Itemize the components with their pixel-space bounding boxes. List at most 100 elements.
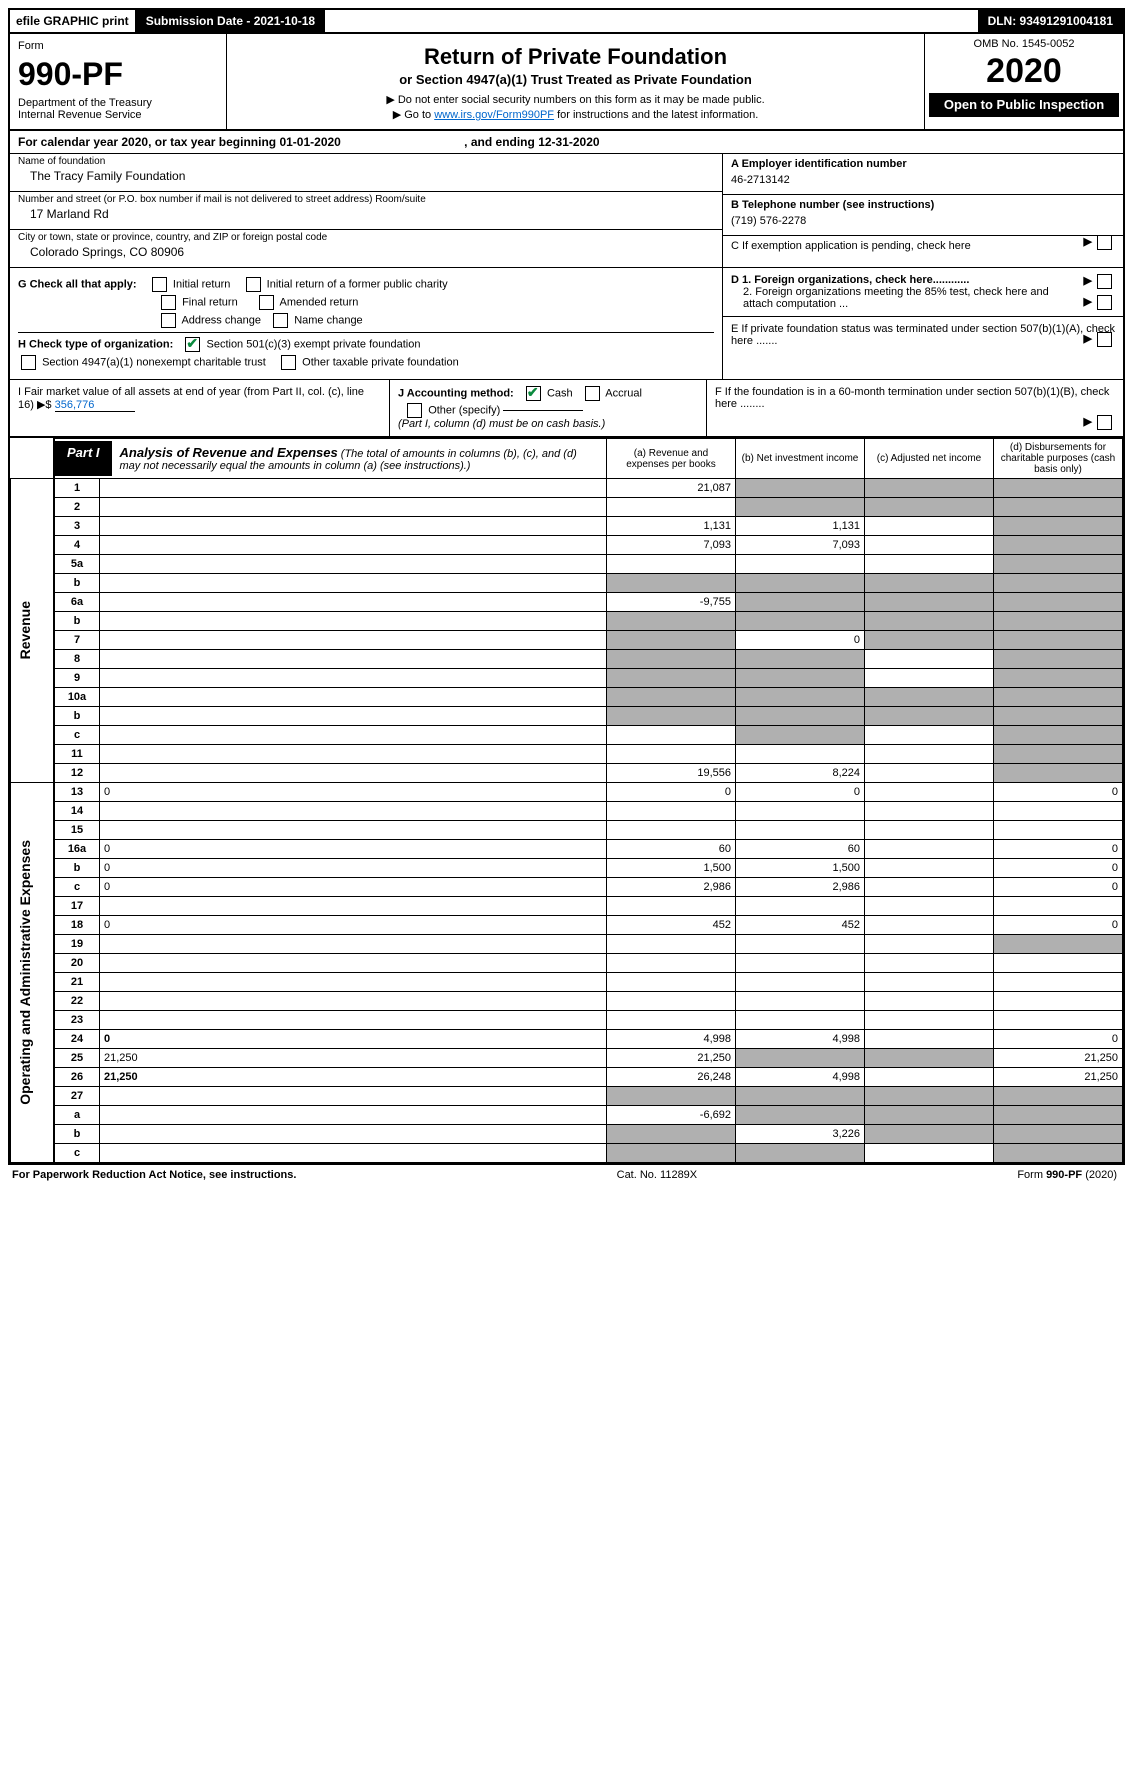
cell-d (994, 821, 1123, 840)
cell-d (994, 897, 1123, 916)
cell-a (607, 992, 736, 1011)
row-description (100, 1125, 607, 1144)
table-row: 8 (11, 650, 1123, 669)
501c3-checkbox[interactable] (185, 337, 200, 352)
accrual-checkbox[interactable] (585, 386, 600, 401)
row-number: 10a (54, 688, 100, 707)
row-number: 7 (54, 631, 100, 650)
cell-a: 21,250 (607, 1049, 736, 1068)
cell-b (736, 574, 865, 593)
cell-a: 4,998 (607, 1030, 736, 1049)
cell-c (865, 726, 994, 745)
open-public-badge: Open to Public Inspection (929, 93, 1119, 117)
cell-a: 60 (607, 840, 736, 859)
fmv-value: 356,776 (55, 399, 135, 412)
row-number: a (54, 1106, 100, 1125)
table-row: b (11, 612, 1123, 631)
cell-a (607, 650, 736, 669)
row-description (100, 612, 607, 631)
row-description (100, 973, 607, 992)
cell-c (865, 840, 994, 859)
check-right: D 1. Foreign organizations, check here..… (723, 268, 1123, 379)
ein-block: A Employer identification number 46-2713… (723, 154, 1123, 195)
phone-block: B Telephone number (see instructions) (7… (723, 195, 1123, 236)
cell-d (994, 745, 1123, 764)
cell-d (994, 669, 1123, 688)
cell-c (865, 1049, 994, 1068)
cell-c (865, 517, 994, 536)
row-number: 23 (54, 1011, 100, 1030)
table-row: Operating and Administrative Expenses130… (11, 783, 1123, 802)
cell-b (736, 555, 865, 574)
row-description (100, 631, 607, 650)
cell-a (607, 707, 736, 726)
cell-a (607, 669, 736, 688)
bottom-meta: I Fair market value of all assets at end… (10, 380, 1123, 438)
row-description (100, 707, 607, 726)
form-title: Return of Private Foundation (235, 44, 916, 70)
cell-b (736, 802, 865, 821)
part-label: Part I (55, 441, 112, 476)
table-row: 2 (11, 498, 1123, 517)
row-number: b (54, 1125, 100, 1144)
city-block: City or town, state or province, country… (10, 230, 722, 267)
cell-d (994, 992, 1123, 1011)
cell-a (607, 688, 736, 707)
cell-d (994, 593, 1123, 612)
row-description (100, 764, 607, 783)
table-row: b (11, 574, 1123, 593)
row-number: 1 (54, 479, 100, 498)
cell-b: 4,998 (736, 1068, 865, 1087)
row-number: 2 (54, 498, 100, 517)
cell-c (865, 897, 994, 916)
cell-a (607, 1087, 736, 1106)
row-number: 9 (54, 669, 100, 688)
cell-c (865, 954, 994, 973)
foreign-85-checkbox[interactable] (1097, 295, 1112, 310)
amended-return-checkbox[interactable] (259, 295, 274, 310)
cell-a: 452 (607, 916, 736, 935)
row-description: 21,250 (100, 1049, 607, 1068)
cell-b: 0 (736, 783, 865, 802)
row-description (100, 593, 607, 612)
table-row: c (11, 726, 1123, 745)
table-row: 1804524520 (11, 916, 1123, 935)
cell-c (865, 593, 994, 612)
cell-b (736, 821, 865, 840)
row-number: 6a (54, 593, 100, 612)
terminated-checkbox[interactable] (1097, 332, 1112, 347)
other-taxable-checkbox[interactable] (281, 355, 296, 370)
row-description (100, 935, 607, 954)
cell-b (736, 1087, 865, 1106)
cell-d (994, 479, 1123, 498)
initial-return-checkbox[interactable] (152, 277, 167, 292)
4947-checkbox[interactable] (21, 355, 36, 370)
final-return-checkbox[interactable] (161, 295, 176, 310)
row-description: 0 (100, 878, 607, 897)
60month-checkbox[interactable] (1097, 415, 1112, 430)
name-change-checkbox[interactable] (273, 313, 288, 328)
header-center: Return of Private Foundation or Section … (227, 34, 924, 129)
cell-c (865, 935, 994, 954)
row-number: c (54, 1144, 100, 1163)
cell-a: 0 (607, 783, 736, 802)
dept-label: Department of the Treasury (18, 97, 218, 109)
foreign-org-checkbox[interactable] (1097, 274, 1112, 289)
former-charity-checkbox[interactable] (246, 277, 261, 292)
cell-c (865, 479, 994, 498)
form-footer: Form 990-PF (2020) (1017, 1169, 1117, 1181)
cell-a: 21,087 (607, 479, 736, 498)
address-change-checkbox[interactable] (161, 313, 176, 328)
cell-b (736, 1049, 865, 1068)
exemption-block: C If exemption application is pending, c… (723, 236, 1123, 256)
irs-link[interactable]: www.irs.gov/Form990PF (434, 109, 554, 121)
cell-c (865, 1030, 994, 1049)
cell-c (865, 1068, 994, 1087)
cell-b (736, 954, 865, 973)
exemption-checkbox[interactable] (1097, 235, 1112, 250)
cash-checkbox[interactable] (526, 386, 541, 401)
cell-c (865, 498, 994, 517)
other-method-checkbox[interactable] (407, 403, 422, 418)
side-label: Revenue (11, 479, 55, 783)
row-number: 21 (54, 973, 100, 992)
